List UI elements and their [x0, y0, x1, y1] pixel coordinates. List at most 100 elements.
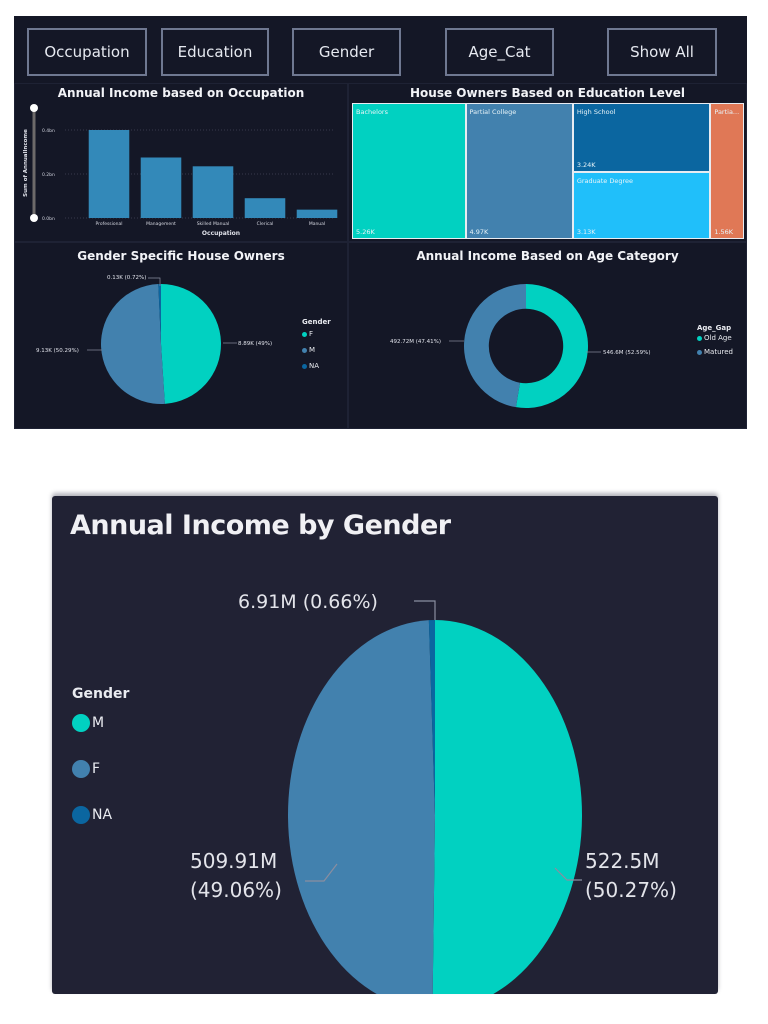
slice-m[interactable]: [432, 620, 582, 994]
legend-label: Matured: [704, 348, 733, 356]
slice-label-f: 8.89K (49%): [238, 341, 272, 347]
x-tick-label: Manual: [309, 221, 325, 227]
treemap-tile-partial-college[interactable]: Partial College 4.97K: [465, 103, 573, 239]
y-range-slider-bottom-handle[interactable]: [30, 214, 38, 222]
annual-income-gender-pie-svg: 6.91M (0.66%) 509.91M (49.06%) 522.5M (5…: [190, 591, 677, 994]
leader-line: [305, 863, 338, 882]
x-tick-label: Management: [146, 221, 176, 227]
card-title: Annual Income by Gender: [70, 510, 451, 541]
slice-m[interactable]: [101, 284, 165, 404]
slice-f[interactable]: [288, 620, 435, 994]
legend-dot-icon: [302, 331, 307, 337]
gender-owners-chart: Gender Specific House Owners 0.13K (0.72…: [14, 242, 348, 429]
tile-label: High School: [576, 108, 616, 116]
legend-label: NA: [92, 807, 113, 823]
slice-old-age[interactable]: [515, 284, 588, 408]
y-tick-label: 0.4bn: [42, 128, 55, 134]
legend-dot-icon: [72, 806, 90, 824]
x-axis-label: Occupation: [202, 230, 240, 237]
y-axis-label: Sum of AnnualIncome: [23, 129, 29, 197]
treemap-tile-graduate-degree[interactable]: Graduate Degree 3.13K: [572, 172, 711, 239]
y-range-slider-top-handle[interactable]: [30, 104, 38, 112]
slice-label-na: 6.91M (0.66%): [238, 591, 378, 613]
dashboard-panel: Occupation Education Gender Age_Cat Show…: [14, 16, 747, 429]
leader-line: [414, 600, 436, 620]
legend-dot-icon: [302, 363, 307, 369]
legend-title: Gender: [72, 686, 130, 702]
tile-label: Partia...: [714, 108, 740, 116]
gender-owners-pie-svg: 0.13K (0.72%) 9.13K (50.29%) 8.89K (49%): [36, 275, 272, 404]
annual-income-by-gender-card: Annual Income by Gender 6.91M (0.66%) 50…: [52, 496, 718, 994]
bar-management[interactable]: [140, 157, 182, 219]
tile-label: Bachelors: [356, 108, 388, 116]
tile-value: 5.26K: [356, 228, 375, 236]
legend-item-f[interactable]: F: [72, 760, 129, 778]
legend-label: Old Age: [704, 334, 732, 342]
legend-dot-icon: [72, 714, 90, 732]
slice-label-f-value: 509.91M: [190, 849, 277, 873]
legend-dot-icon: [72, 760, 90, 778]
legend-item-na[interactable]: NA: [72, 806, 129, 824]
gender-legend: Gender M F NA: [72, 686, 129, 824]
tile-label: Partial College: [469, 108, 517, 116]
age-income-chart: Annual Income Based on Age Category 492.…: [348, 242, 747, 429]
tile-value: 3.24K: [576, 161, 596, 170]
slice-na[interactable]: [158, 284, 161, 344]
legend-dot-icon: [697, 335, 702, 341]
legend-label: F: [309, 330, 314, 338]
legend-title: Gender: [302, 318, 331, 326]
filter-gender-button[interactable]: Gender: [292, 28, 401, 76]
slice-label-old-age: 546.6M (52.59%): [603, 350, 651, 356]
bar-chart-svg: 0.0bn 0.2bn 0.4bn Professional Management Ski…: [23, 104, 338, 237]
age-income-donut-svg: 492.72M (47.41%) 546.6M (52.59%): [390, 284, 651, 408]
x-tick-label: Skilled Manual: [197, 221, 230, 227]
legend-dot-icon: [697, 349, 702, 355]
legend-item-na[interactable]: NA: [302, 362, 331, 370]
x-tick-label: Clerical: [257, 221, 274, 227]
education-owners-chart: House Owners Based on Education Level Ba…: [348, 83, 747, 242]
slice-label-m-value: 522.5M: [585, 849, 660, 873]
bar-clerical[interactable]: [244, 198, 286, 218]
slice-label-na: 0.13K (0.72%): [107, 275, 146, 281]
slice-label-m: 9.13K (50.29%): [36, 348, 79, 354]
filter-education-button[interactable]: Education: [161, 28, 269, 76]
gender-legend: Gender F M NA: [302, 318, 331, 370]
legend-label: F: [92, 761, 101, 777]
legend-item-m[interactable]: M: [72, 714, 129, 732]
treemap-tile-high-school[interactable]: High School 3.24K: [572, 103, 711, 173]
chart-title: House Owners Based on Education Level: [410, 86, 685, 100]
age-gap-legend: Age_Gap Old Age Matured: [697, 324, 733, 356]
slice-matured[interactable]: [464, 284, 526, 408]
slice-label-matured: 492.72M (47.41%): [390, 339, 441, 345]
tile-value: 3.13K: [576, 227, 596, 236]
y-tick-label: 0.2bn: [42, 172, 55, 178]
legend-label: M: [92, 715, 105, 731]
filter-occupation-button[interactable]: Occupation: [27, 28, 147, 76]
y-tick-label: 0.0bn: [42, 216, 55, 222]
x-tick-label: Professional: [95, 221, 122, 227]
legend-item-f[interactable]: F: [302, 330, 331, 338]
tile-value: 4.97K: [469, 228, 489, 236]
show-all-button[interactable]: Show All: [607, 28, 717, 76]
chart-title: Gender Specific House Owners: [77, 249, 285, 263]
leader-line: [148, 277, 161, 286]
slice-label-m-percent: (50.27%): [585, 878, 677, 902]
slice-na[interactable]: [428, 620, 435, 815]
tile-value: 1.56K: [714, 228, 734, 236]
tile-label: Graduate Degree: [576, 177, 634, 186]
slice-f[interactable]: [161, 284, 222, 404]
treemap-tile-partial-high-school[interactable]: Partia... 1.56K: [710, 103, 744, 239]
treemap-tile-bachelors[interactable]: Bachelors 5.26K: [352, 103, 466, 239]
legend-item-old-age[interactable]: Old Age: [697, 334, 733, 342]
legend-dot-icon: [302, 347, 307, 353]
bar-skilled-manual[interactable]: [192, 166, 234, 218]
legend-item-matured[interactable]: Matured: [697, 348, 733, 356]
occupation-income-chart: Annual Income based on Occupation 0.0bn 0…: [14, 83, 348, 242]
legend-item-m[interactable]: M: [302, 346, 331, 354]
bar-manual[interactable]: [296, 209, 338, 218]
leader-line: [554, 867, 582, 881]
chart-title: Annual Income Based on Age Category: [416, 249, 679, 263]
filter-age-cat-button[interactable]: Age_Cat: [445, 28, 554, 76]
bar-professional[interactable]: [88, 130, 130, 218]
legend-label: M: [309, 346, 316, 354]
